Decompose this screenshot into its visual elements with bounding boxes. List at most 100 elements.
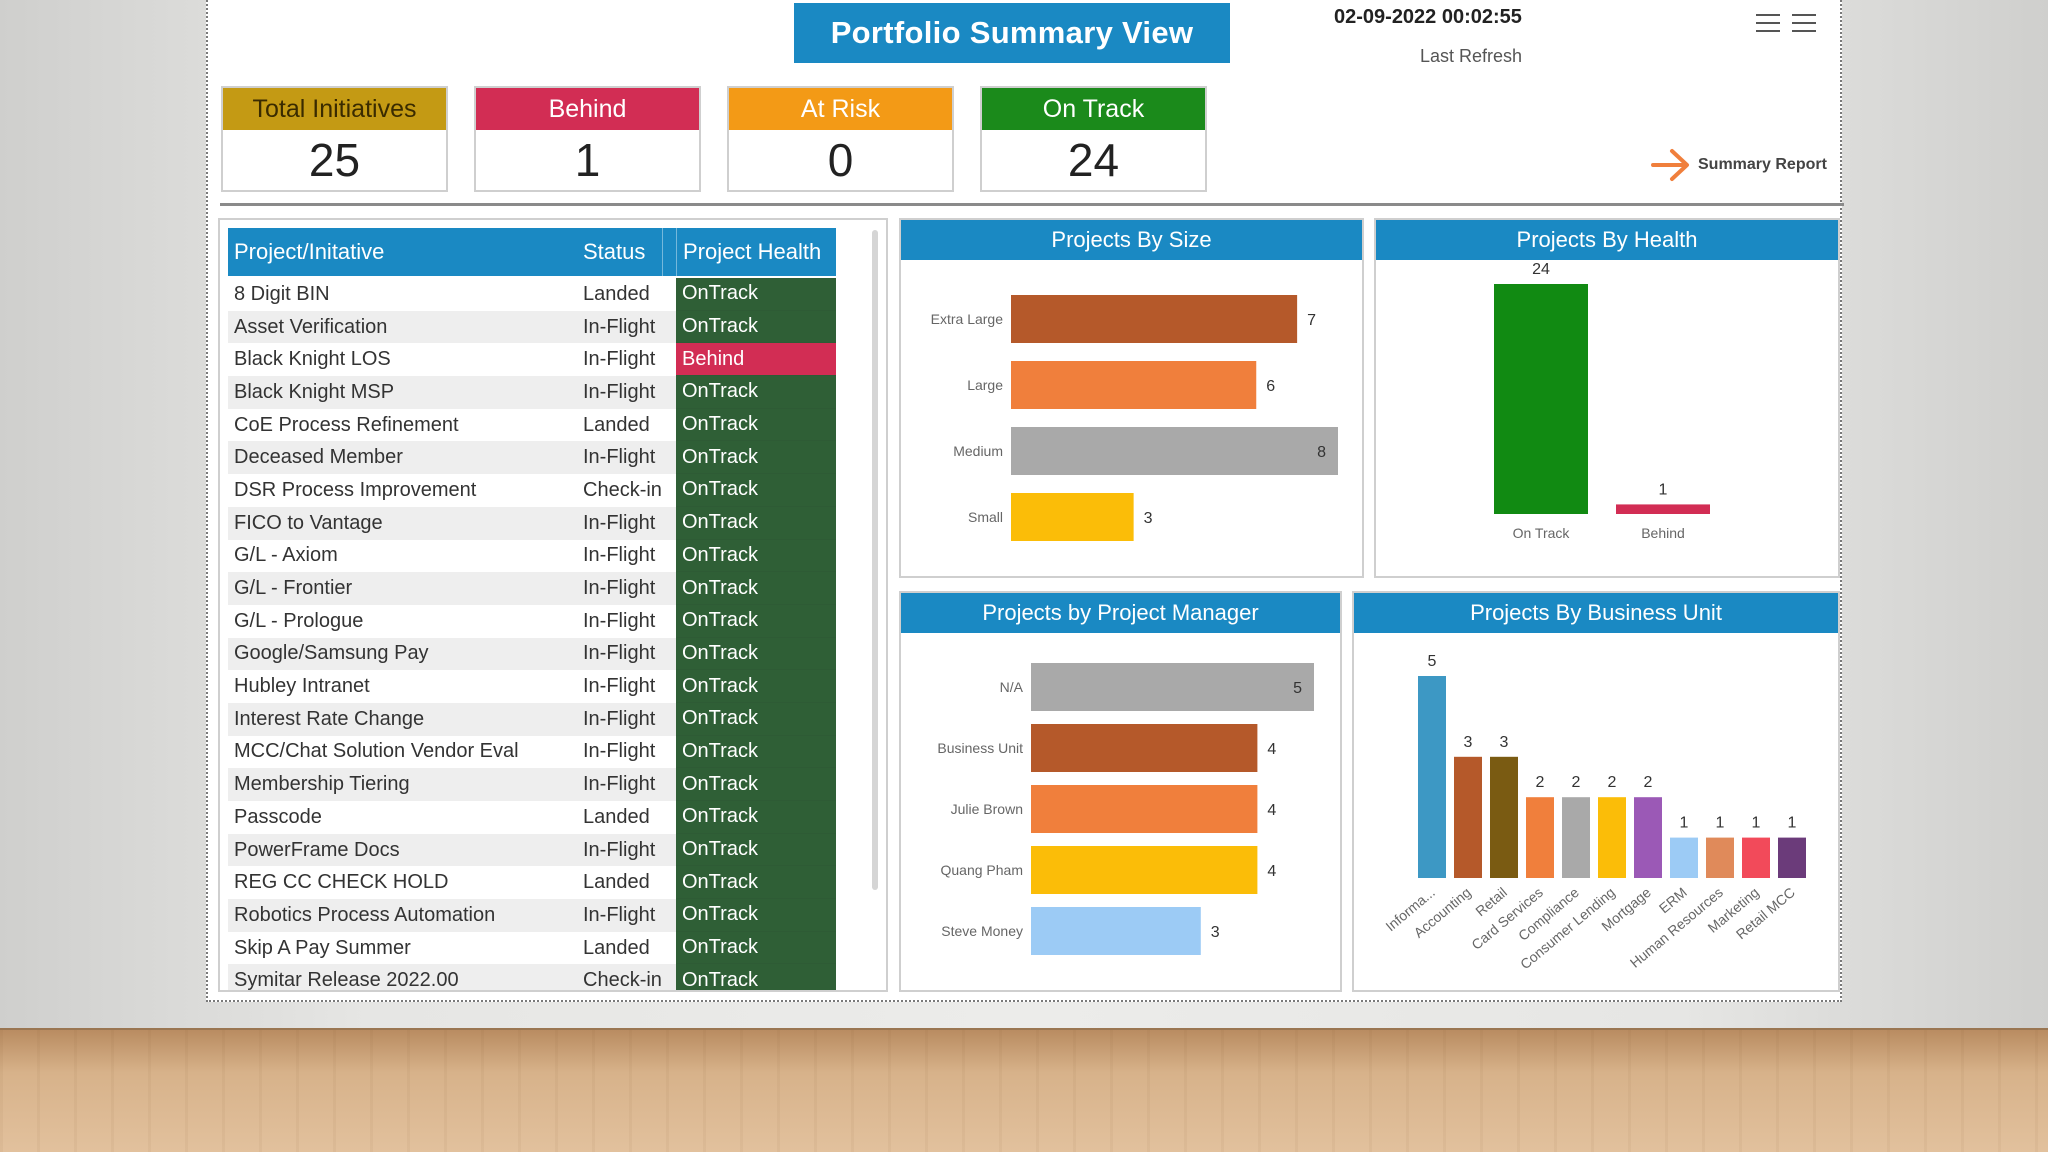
table-row[interactable]: Black Knight MSP In-Flight OnTrack (228, 376, 836, 409)
cell-project-name: PowerFrame Docs (234, 838, 400, 861)
table-row[interactable]: Deceased Member In-Flight OnTrack (228, 441, 836, 475)
chart-projects-by-health: 24 On Track 1 Behind (1494, 261, 1710, 541)
table-row[interactable]: Hubley Intranet In-Flight OnTrack (228, 670, 836, 703)
table-scrollbar[interactable] (872, 230, 878, 890)
menu-icon[interactable] (1756, 14, 1780, 32)
bar[interactable] (1011, 427, 1338, 475)
table-row[interactable]: MCC/Chat Solution Vendor Eval In-Flight On… (228, 735, 836, 769)
table-row[interactable]: DSR Process Improvement Check-in OnTrack (228, 474, 836, 507)
cell-project-health: OnTrack (676, 735, 836, 769)
data-label: 1 (1788, 815, 1797, 832)
bar[interactable] (1598, 797, 1626, 878)
cell-project-health: OnTrack (676, 768, 836, 801)
cell-status: Check-in (583, 478, 662, 501)
cell-status: In-Flight (583, 446, 656, 469)
table-row[interactable]: G/L - Axiom In-Flight OnTrack (228, 539, 836, 573)
bar[interactable] (1562, 797, 1590, 878)
cell-project-health: OnTrack (676, 572, 836, 605)
cell-project-name: Black Knight MSP (234, 380, 395, 403)
cell-status: In-Flight (583, 740, 656, 763)
refresh-datetime: 02-09-2022 00:02:55 (1334, 6, 1522, 28)
column-header-project[interactable]: Project/Initative (234, 239, 385, 264)
cell-status: In-Flight (583, 642, 656, 665)
cell-status: In-Flight (583, 348, 656, 371)
bar[interactable] (1490, 756, 1518, 878)
cell-project-name: CoE Process Refinement (234, 413, 459, 436)
cell-project-health: OnTrack (676, 801, 836, 834)
cell-project-health: OnTrack (676, 931, 836, 965)
table-row[interactable]: Passcode Landed OnTrack (228, 801, 836, 834)
menu-icon-secondary[interactable] (1792, 14, 1816, 32)
bar[interactable] (1011, 295, 1298, 343)
bar[interactable] (1454, 756, 1482, 878)
chart-panel-health: Projects By Health 24 On Track 1 Behind (1374, 218, 1840, 578)
bar[interactable] (1031, 663, 1314, 711)
bar[interactable] (1706, 837, 1734, 878)
kpi-card-behind[interactable]: Behind 1 (474, 86, 701, 192)
project-table: Project/Initative Status Project Health … (218, 218, 888, 992)
cell-project-health: OnTrack (676, 310, 836, 344)
cell-project-name: Google/Samsung Pay (234, 642, 429, 665)
bar[interactable] (1011, 361, 1257, 409)
table-row[interactable]: Black Knight LOS In-Flight Behind (228, 343, 836, 377)
table-row[interactable]: 8 Digit BIN Landed OnTrack (228, 278, 836, 311)
bar[interactable] (1031, 785, 1258, 833)
dashboard-slide: Portfolio Summary View 02-09-2022 00:02:… (206, 0, 1844, 1002)
chart-title-manager: Projects by Project Manager (901, 593, 1340, 633)
table-row[interactable]: FICO to Vantage In-Flight OnTrack (228, 506, 836, 540)
data-label: 6 (1266, 378, 1275, 395)
table-row[interactable]: PowerFrame Docs In-Flight OnTrack (228, 833, 836, 867)
bar[interactable] (1494, 284, 1588, 514)
kpi-label-at-risk: At Risk (729, 88, 952, 130)
table-row[interactable]: Asset Verification In-Flight OnTrack (228, 310, 836, 344)
cell-project-health: OnTrack (676, 474, 836, 507)
bar[interactable] (1031, 907, 1201, 955)
kpi-card-total-initiatives[interactable]: Total Initiatives 25 (221, 86, 448, 192)
bar[interactable] (1031, 724, 1258, 772)
cell-status: In-Flight (583, 380, 656, 403)
bar[interactable] (1778, 837, 1806, 878)
table-row[interactable]: Robotics Process Automation In-Flight OnTr… (228, 899, 836, 932)
data-label: 1 (1752, 815, 1761, 832)
bar[interactable] (1011, 493, 1134, 541)
column-header-status[interactable]: Status (583, 239, 646, 264)
cell-status: Check-in (583, 969, 662, 992)
summary-report-link[interactable]: Summary Report (1650, 145, 1827, 185)
cell-project-name: G/L - Axiom (234, 544, 338, 567)
data-label: 24 (1532, 261, 1550, 278)
cell-project-health: OnTrack (676, 702, 836, 736)
table-row[interactable]: Google/Samsung Pay In-Flight OnTrack (228, 637, 836, 671)
bar[interactable] (1418, 676, 1446, 878)
table-row[interactable]: REG CC CHECK HOLD Landed OnTrack (228, 866, 836, 900)
table-header: Project/Initative Status Project Health (228, 228, 836, 276)
cell-project-health: Behind (676, 343, 836, 377)
cell-project-health: OnTrack (676, 637, 836, 671)
column-header-health[interactable]: Project Health (683, 239, 822, 264)
bar[interactable] (1634, 797, 1662, 878)
kpi-card-at-risk[interactable]: At Risk 0 (727, 86, 954, 192)
data-label: 1 (1716, 815, 1725, 832)
data-label: 4 (1267, 741, 1276, 758)
table-row[interactable]: Skip A Pay Summer Landed OnTrack (228, 931, 836, 965)
kpi-card-on-track[interactable]: On Track 24 (980, 86, 1207, 192)
category-label: Business Unit (937, 740, 1023, 756)
table-body: 8 Digit BIN Landed OnTrack Asset Verificati… (228, 278, 836, 992)
table-row[interactable]: G/L - Frontier In-Flight OnTrack (228, 572, 836, 605)
bar[interactable] (1031, 846, 1258, 894)
bar[interactable] (1670, 837, 1698, 878)
data-label: 7 (1307, 312, 1316, 329)
table-row[interactable]: Interest Rate Change In-Flight OnTrack (228, 702, 836, 736)
bar[interactable] (1742, 837, 1770, 878)
bar[interactable] (1616, 504, 1710, 514)
table-row[interactable]: Membership Tiering In-Flight OnTrack (228, 768, 836, 801)
cell-status: Landed (583, 413, 650, 436)
table-row[interactable]: Symitar Release 2022.00 Check-in OnTrack (228, 964, 836, 992)
cell-status: In-Flight (583, 773, 656, 796)
kpi-value-at-risk: 0 (827, 134, 854, 186)
table-row[interactable]: CoE Process Refinement Landed OnTrack (228, 408, 836, 442)
table-row[interactable]: G/L - Prologue In-Flight OnTrack (228, 604, 836, 638)
background-floor (0, 1030, 2048, 1152)
last-refresh-label: Last Refresh (1420, 46, 1523, 66)
bar[interactable] (1526, 797, 1554, 878)
cell-project-health: OnTrack (676, 833, 836, 867)
